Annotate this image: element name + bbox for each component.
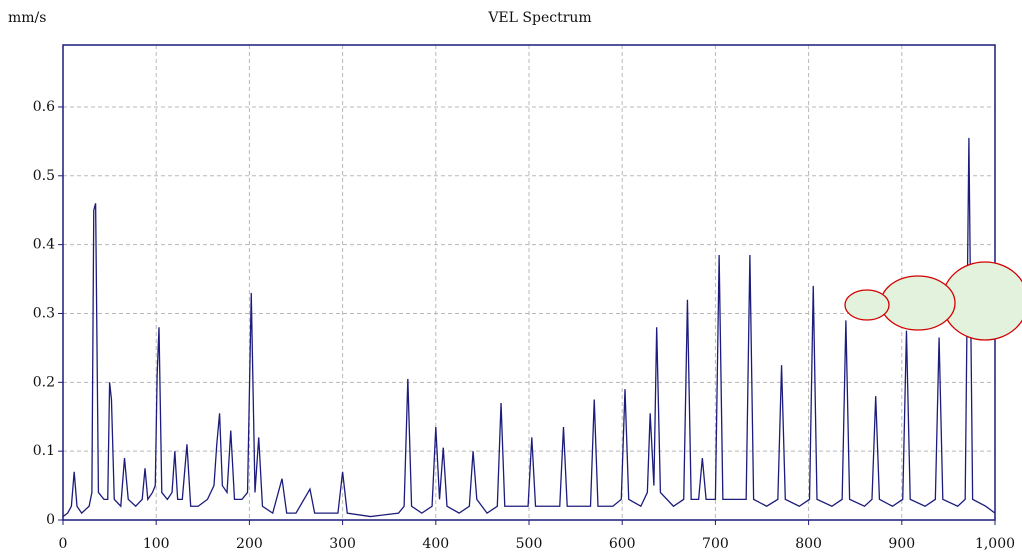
callout-bubble — [881, 276, 955, 330]
x-tick-label: 1,000 — [975, 536, 1015, 552]
y-tick-label: 0.3 — [33, 305, 55, 321]
x-tick-label: 200 — [236, 536, 263, 552]
y-tick-label: 0.2 — [33, 374, 55, 390]
y-tick-label: 0.5 — [33, 168, 55, 184]
x-tick-label: 500 — [516, 536, 543, 552]
x-tick-label: 400 — [422, 536, 449, 552]
x-tick-label: 100 — [143, 536, 170, 552]
y-tick-label: 0.1 — [33, 443, 55, 459]
y-tick-label: 0.6 — [33, 99, 55, 115]
chart-title: VEL Spectrum — [487, 10, 591, 26]
x-tick-label: 300 — [329, 536, 356, 552]
y-tick-label: 0.4 — [33, 237, 55, 253]
callout — [845, 262, 1022, 340]
chart: VEL Spectrum mm/s 0 0.1 0.2 0.3 0.4 0.5 0.6 0 10… — [0, 0, 1022, 557]
x-tick-label: 0 — [59, 536, 68, 552]
x-tick-label: 800 — [795, 536, 822, 552]
callout-bubble — [845, 290, 889, 320]
y-tick-label: 0 — [46, 512, 55, 528]
x-tick-label: 600 — [609, 536, 636, 552]
grid — [58, 45, 995, 525]
y-unit: mm/s — [8, 10, 46, 26]
x-tick-label: 900 — [888, 536, 915, 552]
x-tick-label: 700 — [702, 536, 729, 552]
